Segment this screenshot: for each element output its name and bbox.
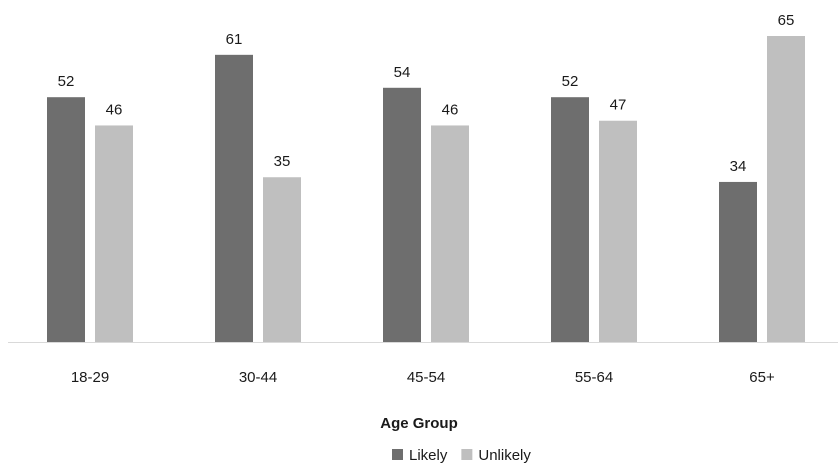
bar-likely-18-29 (47, 97, 85, 342)
x-tick-65+: 65+ (749, 369, 775, 386)
bar-unlikely-55-64 (599, 120, 637, 342)
bar-unlikely-30-44 (263, 177, 301, 342)
bar-likely-45-54 (383, 87, 421, 343)
data-labels-group: 52 46 61 35 54 46 52 47 34 65 (58, 12, 795, 175)
legend-swatch-likely (392, 449, 403, 460)
data-label-likely-30-44: 61 (226, 31, 243, 48)
bars-group (47, 36, 805, 343)
legend-label-likely: Likely (409, 447, 448, 464)
data-label-unlikely-55-64: 47 (610, 97, 627, 114)
x-tick-labels: 18-29 30-44 45-54 55-64 65+ (71, 369, 775, 386)
data-label-unlikely-45-54: 46 (442, 101, 459, 118)
bar-unlikely-45-54 (431, 125, 469, 342)
data-label-likely-45-54: 54 (394, 64, 411, 81)
bar-likely-30-44 (215, 54, 253, 342)
x-tick-30-44: 30-44 (239, 369, 277, 386)
legend-label-unlikely: Unlikely (478, 447, 531, 464)
data-label-unlikely-18-29: 46 (106, 101, 123, 118)
x-axis-title: Age Group (380, 415, 458, 432)
bar-likely-55-64 (551, 97, 589, 342)
data-label-unlikely-65+: 65 (778, 12, 795, 29)
x-tick-18-29: 18-29 (71, 369, 109, 386)
legend-swatch-unlikely (461, 449, 473, 460)
bar-likely-65+ (719, 181, 757, 342)
legend: Likely Unlikely (392, 447, 531, 464)
x-tick-55-64: 55-64 (575, 369, 613, 386)
data-label-likely-55-64: 52 (562, 73, 579, 90)
data-label-likely-18-29: 52 (58, 73, 75, 90)
x-tick-45-54: 45-54 (407, 369, 445, 386)
bar-unlikely-18-29 (95, 125, 133, 342)
data-label-likely-65+: 34 (730, 158, 747, 175)
data-label-unlikely-30-44: 35 (274, 153, 291, 170)
bar-unlikely-65+ (767, 36, 805, 342)
